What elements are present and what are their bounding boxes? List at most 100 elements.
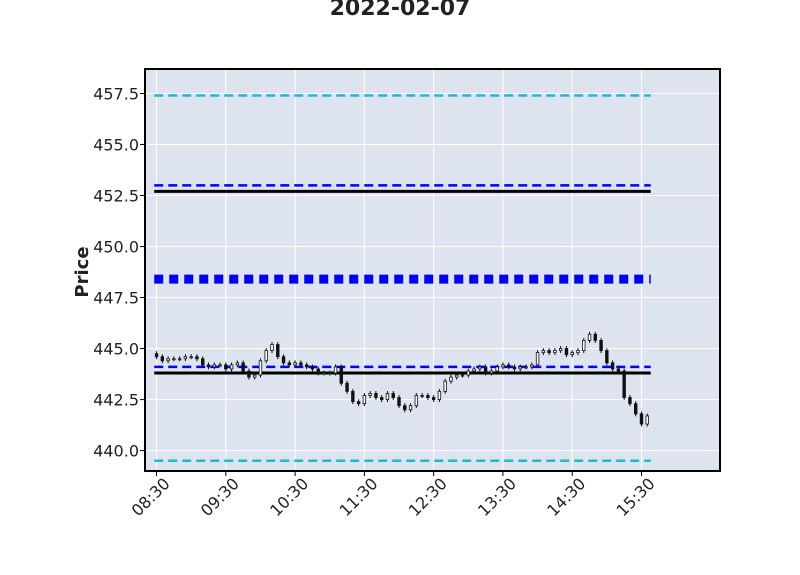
x-tick-label: 13:30 [474,474,520,520]
candle-body [270,344,274,352]
x-tick-label: 10:30 [266,474,312,520]
candles [154,331,649,427]
chart-title: 2022-02-07 [329,0,471,21]
candle-body [206,364,211,368]
candle-body [582,340,586,352]
candle-body [512,366,517,370]
y-tick-label: 455.0 [93,136,139,155]
candle-body [339,366,343,384]
candle-body [610,362,615,370]
candle-body [281,356,286,364]
candle-body [634,403,638,415]
candle-body [212,364,216,368]
candle-body [639,413,644,425]
candle-body [605,350,609,364]
x-tick-label: 14:30 [543,474,589,520]
candle-body [316,368,320,374]
candle-body [166,358,170,362]
y-tick-label: 457.5 [93,84,139,103]
plot-area [145,69,720,471]
candle-body [455,374,459,378]
candle-body [252,374,257,378]
y-tick-label: 445.0 [93,340,139,359]
candle-body [385,393,390,400]
candle-body [599,340,603,352]
candle-body [553,350,557,354]
candle-body [287,362,292,366]
horizontal-levels [154,94,651,463]
candle-body [431,397,436,400]
x-tick-label: 08:30 [128,474,174,520]
candle-body [472,368,476,372]
candle-body [299,362,303,366]
candle-body [489,370,494,374]
candle-body [310,366,315,370]
candle-body [172,358,176,361]
x-tick-label: 15:30 [613,474,659,520]
candle-body [495,366,499,372]
candle-body [397,397,401,407]
candle-body [628,397,632,405]
y-tick-label: 452.5 [93,187,139,206]
x-tick-label: 11:30 [335,474,381,520]
candle-body [189,356,193,359]
candle-body [437,391,442,400]
candle-body [177,358,182,361]
candle-body [587,333,592,341]
candle-body [449,376,453,382]
candle-body [408,405,413,411]
y-axis-title: Price [72,246,93,297]
y-tick-label: 447.5 [93,289,139,308]
candle-body [356,401,361,405]
candle-body [229,364,234,370]
candle-body [518,366,522,370]
candle-body [374,393,378,398]
candle-body [160,356,165,362]
candle-body [333,366,338,374]
candle-body [530,364,534,368]
candle-body [345,382,349,392]
candle-body [351,391,355,403]
y-tick-label: 450.0 [93,238,139,257]
candle-body [247,370,251,378]
candle-body [616,368,621,372]
y-tick-label: 440.0 [93,442,139,461]
candle-body [154,353,159,358]
candle-body [570,352,574,356]
candle-body [276,344,280,358]
x-tick-label: 09:30 [197,474,243,520]
candle-body [241,362,245,372]
candle-body [195,356,199,360]
candle-body [414,395,419,407]
candle-body [547,350,551,354]
candle-body [362,395,367,405]
candle-body [391,393,395,398]
candle-body [483,366,488,374]
candle-body [541,350,546,354]
candle-body [645,415,649,425]
candle-body [535,352,540,366]
candle-body [622,370,626,398]
candle-body [379,397,384,400]
candle-body [293,362,297,366]
y-axis: 440.0 442.5 445.0 447.5 450.0 452.5 455.0 457.5 [93,84,145,461]
candle-body [264,350,268,362]
candle-body [183,356,188,360]
candle-body [304,364,309,368]
candle-body [576,350,580,354]
candle-body [322,372,326,375]
candle-body [501,364,505,368]
candle-body [328,372,332,375]
candle-body [524,366,528,369]
candle-body [564,348,569,356]
candle-body [224,364,228,370]
plot-frame [144,68,721,472]
candle-body [420,395,424,397]
candle-body [593,333,598,341]
x-axis: 08:30 09:30 10:30 11:30 12:30 13:30 14:30 15:30 [128,471,659,520]
candle-body [478,366,482,370]
candle-body [201,358,205,366]
candle-body [466,370,470,376]
x-tick-label: 12:30 [405,474,451,520]
